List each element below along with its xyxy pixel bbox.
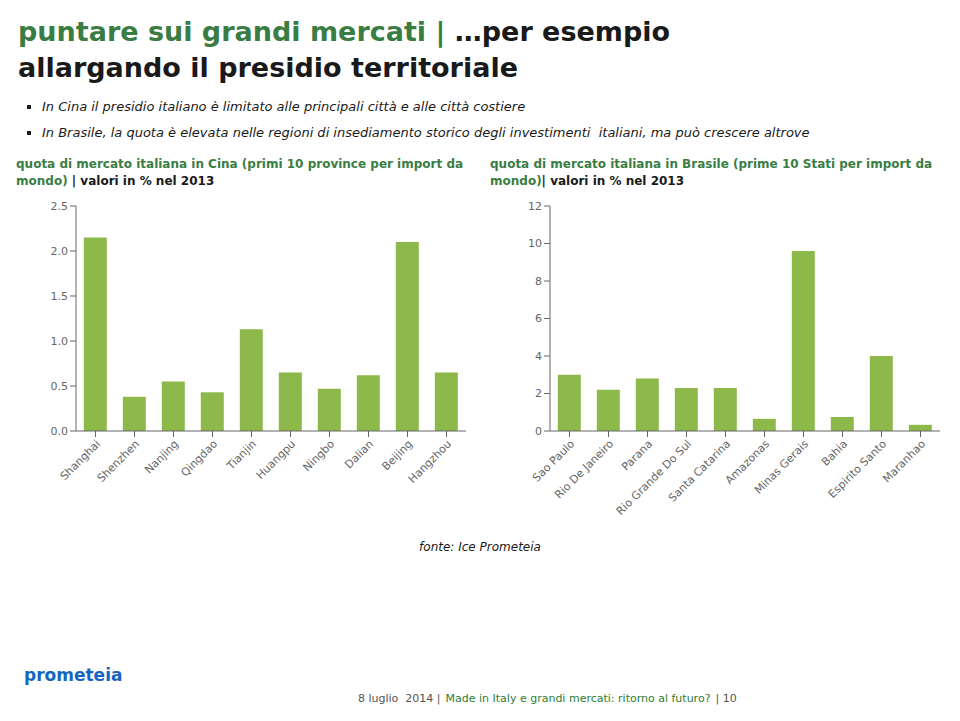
html-text:In Brasile, la quota è elevata: In Brasile, la quota è elevata nelle reg… — [42, 125, 810, 140]
svg-text:Huangpu: Huangpu — [254, 437, 298, 481]
svg-text:2: 2 — [535, 387, 542, 400]
svg-text:Shanghai: Shanghai — [57, 437, 104, 483]
svg-text:Shenzhen: Shenzhen — [95, 437, 143, 485]
svg-text:2.5: 2.5 — [51, 200, 69, 213]
svg-text:Nanjing: Nanjing — [142, 437, 181, 476]
svg-text:10: 10 — [528, 237, 542, 250]
svg-text:Dalian: Dalian — [342, 437, 376, 471]
svg-text:Rio Grande Do Sul: Rio Grande Do Sul — [614, 437, 694, 517]
html-text:puntare sui grandi mercati | …: puntare sui grandi mercati | …per esempi… — [18, 16, 671, 83]
svg-text:Parana: Parana — [619, 437, 655, 473]
svg-text:12: 12 — [528, 200, 542, 213]
svg-text:1.5: 1.5 — [51, 290, 69, 303]
html-text:fonte: Ice Prometeia: fonte: Ice Prometeia — [419, 540, 541, 554]
svg-text:Ningbo: Ningbo — [300, 437, 337, 474]
svg-text:Sao Paulo: Sao Paulo — [530, 437, 578, 485]
svg-text:0.5: 0.5 — [51, 380, 69, 393]
svg-text:4: 4 — [535, 350, 542, 363]
svg-text:Qingdao: Qingdao — [178, 437, 220, 479]
svg-text:Minas Gerais: Minas Gerais — [752, 437, 811, 496]
svg-text:Amazonas: Amazonas — [722, 437, 773, 487]
svg-text:1.0: 1.0 — [51, 335, 69, 348]
html-text:quota di mercato italiana in C: quota di mercato italiana in Cina (primi… — [16, 157, 468, 188]
svg-text:Espirito Santo: Espirito Santo — [826, 437, 890, 501]
svg-text:Maranhao: Maranhao — [880, 437, 928, 485]
svg-text:2.0: 2.0 — [51, 245, 69, 258]
svg-text:0: 0 — [535, 425, 542, 438]
svg-text:0.0: 0.0 — [51, 425, 69, 438]
html-text:In Cina il presidio italiano è: In Cina il presidio italiano è limitato … — [42, 99, 526, 114]
html-text:8 luglio 2014 | Made in Italy: 8 luglio 2014 | Made in Italy e grandi m… — [358, 692, 737, 705]
svg-text:Tianjin: Tianjin — [224, 437, 260, 473]
html-text:quota di mercato italiana in B: quota di mercato italiana in Brasile (pr… — [490, 157, 937, 188]
html-text:prometeia: prometeia — [24, 665, 123, 685]
svg-text:8: 8 — [535, 275, 542, 288]
svg-text:Bahia: Bahia — [819, 437, 850, 468]
svg-text:Beijing: Beijing — [379, 437, 415, 473]
svg-text:6: 6 — [535, 312, 542, 325]
svg-text:Hangzhou: Hangzhou — [406, 437, 454, 485]
svg-text:Rio De Janeiro: Rio De Janeiro — [552, 437, 616, 501]
svg-text:Santa Catarina: Santa Catarina — [666, 437, 733, 504]
